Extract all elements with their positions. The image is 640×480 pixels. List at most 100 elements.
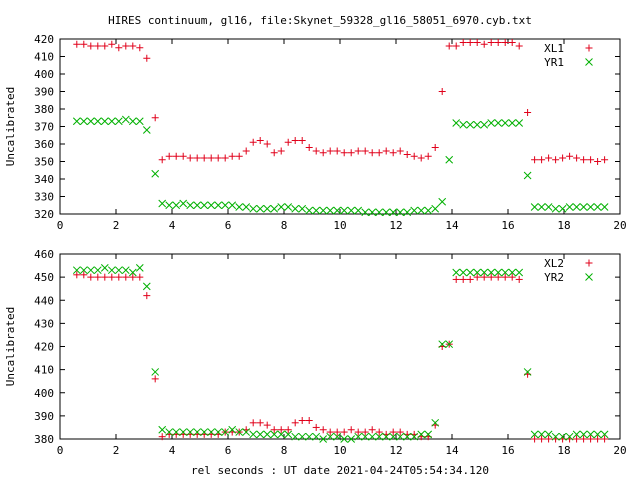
data-point [121, 115, 130, 124]
chart-title: HIRES continuum, gl16, file:Skynet_59328… [108, 14, 532, 27]
data-point [573, 154, 581, 162]
y-axis-label: Uncalibrated [4, 87, 17, 166]
data-point [396, 208, 405, 217]
y-tick-label: 420 [34, 341, 54, 354]
data-point [263, 204, 272, 213]
data-point [151, 368, 160, 376]
data-point [417, 206, 426, 215]
data-point [298, 204, 307, 213]
data-point [445, 42, 453, 50]
data-point [565, 432, 574, 441]
x-tick-label: 16 [501, 219, 514, 232]
data-point [284, 430, 293, 439]
data-point [108, 40, 116, 48]
data-point [333, 432, 342, 441]
data-point [179, 152, 187, 160]
data-point [73, 40, 81, 48]
legend-marker [585, 259, 593, 267]
data-point [128, 117, 137, 126]
data-point [143, 292, 151, 300]
data-point [410, 432, 419, 441]
data-point [193, 428, 202, 436]
data-point [566, 152, 574, 160]
data-point [122, 273, 130, 281]
data-point [508, 273, 516, 281]
data-point [312, 206, 321, 215]
data-point [480, 273, 488, 281]
data-point [403, 208, 412, 217]
data-point [179, 199, 188, 208]
x-tick-label: 18 [557, 444, 570, 457]
data-point [368, 426, 376, 434]
x-tick-label: 14 [445, 444, 459, 457]
x-tick-label: 20 [613, 219, 626, 232]
data-point [72, 117, 81, 126]
data-point [523, 171, 532, 180]
data-point [382, 208, 391, 217]
x-tick-label: 18 [557, 219, 570, 232]
data-point [142, 126, 151, 134]
data-point [298, 432, 307, 441]
data-point [558, 204, 567, 213]
y-tick-label: 400 [34, 387, 54, 400]
data-point [291, 204, 300, 213]
data-point [579, 430, 588, 439]
legend-marker [585, 273, 593, 281]
data-point [531, 435, 539, 443]
data-point [151, 169, 160, 178]
data-point [361, 432, 370, 441]
data-point [579, 203, 588, 211]
data-point [354, 147, 362, 155]
x-tick-label: 2 [113, 444, 120, 457]
data-point [158, 156, 166, 164]
x-axis-label: rel seconds : UT date 2021-04-24T05:54:3… [191, 464, 489, 477]
legend-label: YR1 [544, 56, 564, 69]
data-point [368, 149, 376, 157]
data-point [452, 275, 460, 283]
data-point [326, 428, 334, 436]
data-point [354, 206, 363, 215]
legend-label: XL2 [544, 257, 564, 270]
data-point [256, 137, 264, 144]
data-point [277, 430, 286, 439]
data-point [375, 149, 383, 157]
data-point [186, 428, 195, 436]
data-point [200, 201, 209, 210]
data-point [207, 428, 216, 436]
legend-marker [585, 58, 593, 66]
data-point [445, 155, 454, 164]
data-point [424, 430, 433, 439]
data-point [186, 154, 194, 162]
data-point [143, 54, 151, 62]
data-point [417, 430, 426, 439]
data-point [587, 156, 595, 164]
data-point [312, 147, 320, 155]
y-tick-label: 410 [34, 51, 54, 64]
data-point [508, 268, 517, 277]
x-tick-label: 14 [445, 219, 459, 232]
data-point [487, 119, 496, 127]
x-tick-label: 6 [225, 219, 232, 232]
data-point [587, 435, 595, 443]
data-point [158, 433, 166, 441]
x-tick-label: 2 [113, 219, 120, 232]
data-point [200, 428, 209, 436]
data-point [530, 430, 539, 439]
data-point [600, 203, 609, 211]
data-point [375, 428, 383, 436]
x-tick-label: 10 [333, 444, 346, 457]
data-point [389, 208, 398, 217]
data-point [389, 428, 397, 436]
data-point [340, 428, 348, 436]
data-point [256, 204, 265, 213]
data-point [494, 273, 502, 281]
data-point [277, 203, 286, 211]
data-point [221, 428, 230, 436]
y-tick-label: 400 [34, 68, 54, 81]
data-point [249, 204, 258, 213]
x-tick-label: 10 [333, 219, 346, 232]
data-point [501, 119, 510, 127]
data-point [235, 428, 244, 436]
data-point [221, 154, 229, 162]
data-point [312, 423, 320, 431]
